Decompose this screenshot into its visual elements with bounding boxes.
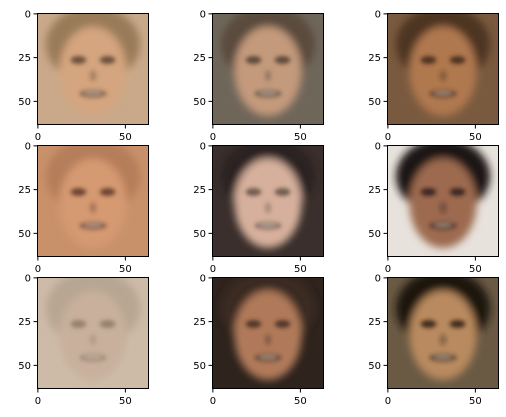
face-image: [387, 145, 499, 257]
axes-frame: [212, 277, 324, 389]
subplot: 0 50 0 25 50: [368, 273, 499, 407]
y-tick-label: 25: [193, 185, 206, 196]
axes-frame: [37, 145, 149, 257]
y-tick-label: 0: [375, 273, 381, 284]
x-tick-label: 0: [385, 396, 391, 407]
axes-frame: [212, 145, 324, 257]
axes-frame: [37, 13, 149, 125]
y-tick-label: 0: [375, 141, 381, 152]
y-tick-label: 50: [18, 229, 31, 240]
x-tick-label: 50: [469, 396, 482, 407]
face-image: [387, 277, 499, 389]
y-tick-label: 50: [368, 229, 381, 240]
axes-frame: [37, 277, 149, 389]
y-tick-label: 50: [193, 97, 206, 108]
face-image: [37, 277, 149, 389]
y-tick-label: 25: [18, 53, 31, 64]
y-tick-label: 50: [193, 361, 206, 372]
y-tick-label: 25: [368, 53, 381, 64]
x-tick-label: 0: [35, 132, 41, 143]
x-tick-label: 50: [119, 264, 132, 275]
x-tick-label: 50: [294, 264, 307, 275]
x-tick-label: 50: [119, 132, 132, 143]
x-tick-label: 0: [210, 264, 216, 275]
face-image: [37, 13, 149, 125]
y-tick-label: 50: [368, 97, 381, 108]
y-tick-label: 50: [18, 361, 31, 372]
y-tick-label: 25: [18, 317, 31, 328]
y-tick-label: 25: [18, 185, 31, 196]
y-tick-label: 25: [368, 185, 381, 196]
face-image: [212, 13, 324, 125]
y-tick-label: 25: [368, 317, 381, 328]
x-tick-label: 50: [119, 396, 132, 407]
subplot: 0 50 0 25 50: [368, 9, 499, 143]
x-tick-label: 0: [210, 396, 216, 407]
face-image: [387, 13, 499, 125]
y-tick-label: 0: [25, 141, 31, 152]
face-image: [212, 277, 324, 389]
x-tick-label: 50: [469, 264, 482, 275]
x-tick-label: 0: [35, 264, 41, 275]
y-tick-label: 0: [200, 9, 206, 20]
y-tick-label: 25: [193, 53, 206, 64]
y-tick-label: 50: [18, 97, 31, 108]
face-image: [212, 145, 324, 257]
y-tick-label: 50: [193, 229, 206, 240]
subplot: 0 50 0 25 50: [368, 141, 499, 275]
x-tick-label: 50: [294, 132, 307, 143]
x-tick-label: 0: [385, 132, 391, 143]
axes-frame: [212, 13, 324, 125]
subplot: 0 50 0 25 50: [18, 9, 149, 143]
axes-frame: [387, 277, 499, 389]
y-tick-label: 50: [368, 361, 381, 372]
subplot: 0 50 0 25 50: [18, 273, 149, 407]
subplot: 0 50 0 25 50: [193, 9, 324, 143]
y-tick-label: 0: [25, 273, 31, 284]
x-tick-label: 50: [294, 396, 307, 407]
face-image: [37, 145, 149, 257]
axes-frame: [387, 13, 499, 125]
y-tick-label: 0: [25, 9, 31, 20]
x-tick-label: 50: [469, 132, 482, 143]
subplot: 0 50 0 25 50: [193, 141, 324, 275]
subplot: 0 50 0 25 50: [18, 141, 149, 275]
x-tick-label: 0: [210, 132, 216, 143]
y-tick-label: 25: [193, 317, 206, 328]
subplot: 0 50 0 25 50: [193, 273, 324, 407]
x-tick-label: 0: [385, 264, 391, 275]
y-tick-label: 0: [200, 141, 206, 152]
y-tick-label: 0: [200, 273, 206, 284]
subplot-grid: 0 50 0 25 50 0 50 0 25 50 0 50 0 25 50 0 50 0 25 50 0 50 0 25 50…: [18, 9, 499, 407]
axes-frame: [387, 145, 499, 257]
y-tick-label: 0: [375, 9, 381, 20]
x-tick-label: 0: [35, 396, 41, 407]
